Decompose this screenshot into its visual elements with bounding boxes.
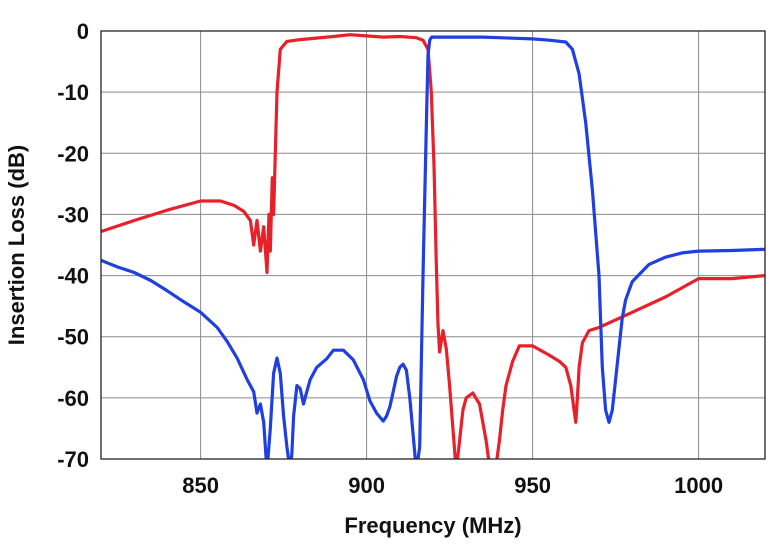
x-axis-label: Frequency (MHz) (344, 513, 521, 538)
y-tick-label: -30 (57, 202, 89, 227)
y-tick-label: -10 (57, 80, 89, 105)
y-tick-label: -20 (57, 141, 89, 166)
y-tick-label: 0 (77, 19, 89, 44)
series-layer (101, 33, 765, 459)
x-tick-labels: 850 900 950 1000 (182, 473, 723, 498)
plot-frame (100, 30, 766, 460)
y-axis-label: Insertion Loss (dB) (4, 145, 29, 345)
y-tick-label: -60 (57, 386, 89, 411)
x-tick-label: 950 (514, 473, 551, 498)
y-tick-label: -70 (57, 447, 89, 472)
series-line-blue (101, 35, 765, 459)
x-tick-label: 1000 (674, 473, 723, 498)
y-tick-label: -40 (57, 264, 89, 289)
x-tick-label: 850 (182, 473, 219, 498)
x-tick-label: 900 (348, 473, 385, 498)
y-tick-label: -50 (57, 325, 89, 350)
series-line-red (101, 33, 765, 459)
y-tick-labels: 0 -10 -20 -30 -40 -50 -60 -70 (57, 19, 89, 472)
